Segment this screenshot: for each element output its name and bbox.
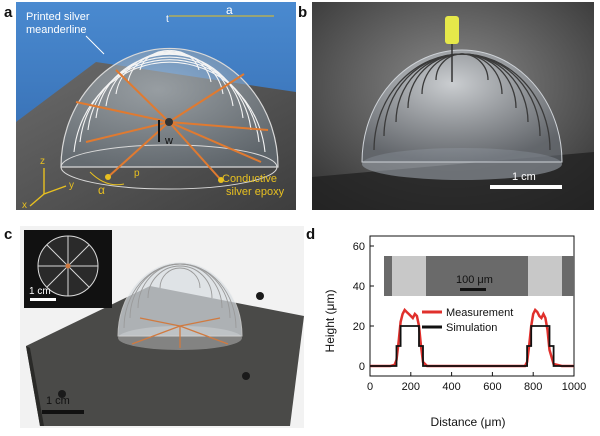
panel-d-chart: 0 200 400 600 800 1000 0 20 40 60 100 μm Measurem… [318, 226, 594, 432]
inset-feed [65, 263, 71, 269]
plate-edge [26, 346, 44, 426]
panel-label-d: d [306, 226, 316, 243]
scalebar [42, 410, 84, 414]
y-tick-label: 60 [353, 241, 365, 253]
label-alpha: α [98, 183, 105, 197]
x-tick-label: 800 [524, 381, 542, 393]
antenna-photo: 1 cm [312, 2, 594, 210]
x-tick-label: 400 [442, 381, 460, 393]
panel-label-c: c [4, 226, 13, 243]
x-tick-label: 0 [367, 381, 373, 393]
label-w: w [164, 135, 173, 147]
x-tick-label: 200 [402, 381, 420, 393]
x-tick-label: 1000 [562, 381, 586, 393]
dome [117, 261, 243, 337]
label-meander-line2: meanderline [26, 24, 87, 36]
label-a: a [226, 3, 233, 17]
coordinate-axes [29, 168, 67, 207]
panel-label-b: b [298, 4, 308, 21]
height-profile-chart: 0 200 400 600 800 1000 0 20 40 60 100 μm Measurem… [323, 235, 586, 429]
inset-scalebar-label: 1 cm [29, 286, 51, 297]
center-feed-point [165, 118, 173, 126]
epoxy-dot [105, 174, 111, 180]
scalebar-label: 1 cm [46, 395, 70, 407]
mounting-hole [256, 292, 264, 300]
panel-label-a: a [4, 4, 13, 21]
label-p: p [134, 168, 140, 179]
inset-scalebar-label: 100 μm [456, 274, 493, 286]
label-t: t [166, 14, 169, 25]
label-epoxy-line1: Conductive [222, 173, 277, 185]
angle-arc [89, 171, 125, 186]
fabricated-antenna-photo: 1 cm 1 cm [20, 226, 304, 428]
scalebar-label: 1 cm [512, 171, 536, 183]
inset-scalebar [30, 298, 56, 301]
scalebar [490, 185, 562, 189]
panel-c-photo: 1 cm 1 cm [20, 226, 304, 428]
legend-label-measurement: Measurement [446, 307, 513, 319]
feed-lines [131, 317, 229, 348]
meander-lines [373, 53, 551, 151]
probe-tip [445, 16, 459, 44]
panel-a-schematic: a t w p α Printed silver meanderline Con… [16, 2, 296, 210]
label-meander-line1: Printed silver [26, 11, 90, 23]
inset-sem-track [392, 256, 426, 296]
axis-y-label: y [69, 180, 74, 191]
legend-label-simulation: Simulation [446, 322, 497, 334]
epoxy-dot [218, 177, 224, 183]
panel-b-photo: 1 cm [312, 2, 594, 210]
y-tick-label: 0 [359, 361, 365, 373]
label-epoxy-line2: silver epoxy [226, 186, 285, 198]
x-tick-label: 600 [483, 381, 501, 393]
axis-z-label: z [40, 156, 45, 167]
feed-lines [75, 69, 269, 181]
series-line-simulation [370, 325, 574, 367]
x-axis-label: Distance (μm) [431, 415, 506, 429]
axis-x-label: x [22, 200, 27, 210]
inset-sem-track [528, 256, 562, 296]
inset-scalebar [460, 288, 486, 291]
mounting-hole [58, 390, 66, 398]
meander-lines [123, 263, 237, 329]
mounting-hole [242, 372, 250, 380]
meander-pointer [85, 35, 105, 55]
schematic-illustration: a t w p α Printed silver meanderline Con… [16, 2, 296, 210]
y-tick-label: 20 [353, 321, 365, 333]
dome-base-rim [60, 144, 278, 190]
plot-frame [369, 235, 575, 377]
y-tick-label: 40 [353, 281, 365, 293]
y-axis-label: Height (μm) [323, 290, 337, 353]
